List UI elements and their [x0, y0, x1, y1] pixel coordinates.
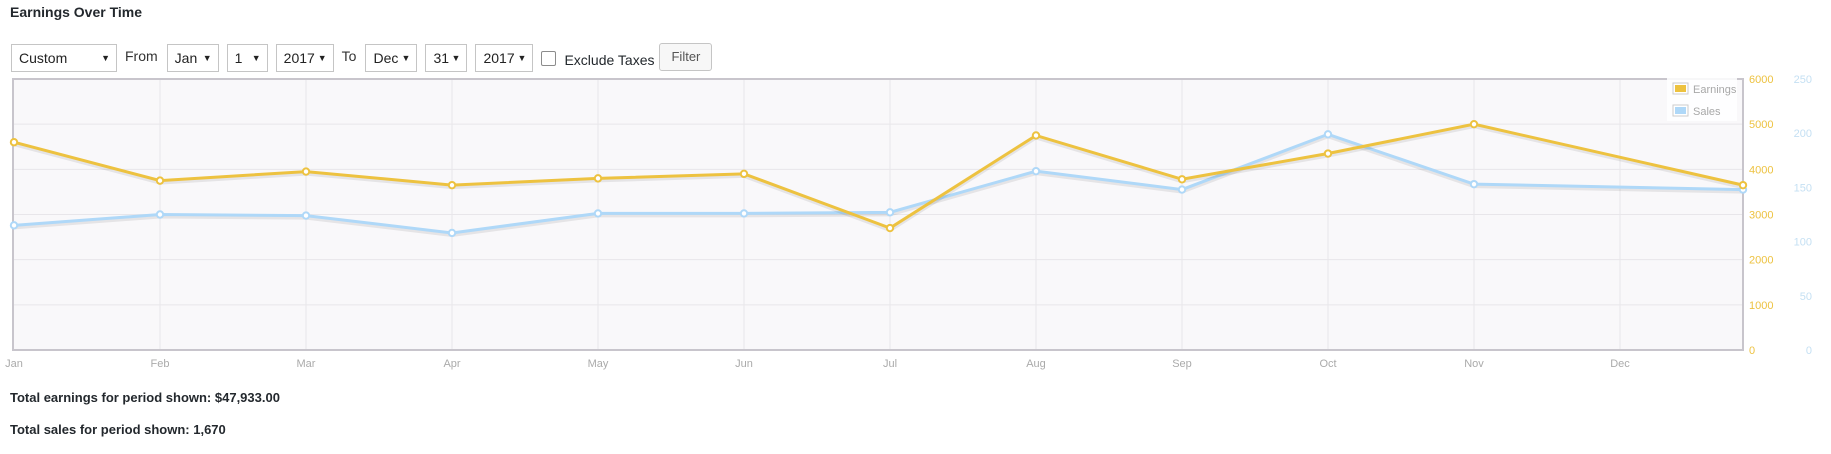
legend-swatch-earnings	[1675, 85, 1686, 92]
chevron-down-icon: ▼	[202, 53, 212, 63]
series-line-sales	[13, 132, 1744, 235]
from-year-value: 2017	[283, 50, 315, 66]
data-point-sales[interactable]	[1323, 130, 1333, 139]
chevron-down-icon: ▼	[517, 53, 527, 63]
data-point-earnings[interactable]	[9, 138, 19, 147]
chevron-down-icon: ▼	[451, 53, 461, 63]
series-line-earnings	[13, 122, 1744, 230]
chevron-down-icon: ▼	[317, 53, 327, 63]
page-title: Earnings Over Time	[10, 4, 143, 20]
y-axis-right-tick-label: 200	[1794, 128, 1812, 140]
range-select-value: Custom	[19, 50, 68, 66]
chevron-down-icon: ▼	[101, 53, 110, 63]
data-point-earnings[interactable]	[1031, 131, 1041, 140]
data-point-sales[interactable]	[593, 209, 603, 218]
data-point-sales[interactable]	[301, 211, 311, 220]
exclude-taxes-label: Exclude Taxes	[564, 51, 655, 68]
y-axis-right-tick-label: 100	[1794, 237, 1812, 249]
total-sales-text: Total sales for period shown: 1,670	[10, 422, 226, 437]
date-filter-bar: Custom ▼ From Jan ▼ 1 ▼ 2017 ▼ To Dec ▼ …	[11, 42, 713, 72]
data-point-earnings[interactable]	[1177, 175, 1187, 184]
x-axis-tick-label: Sep	[1172, 358, 1192, 370]
to-day-value: 31	[433, 50, 450, 66]
y-axis-left-tick-label: 5000	[1749, 119, 1773, 131]
data-point-earnings[interactable]	[301, 167, 311, 176]
y-axis-left-tick-label: 0	[1749, 345, 1755, 357]
data-point-earnings[interactable]	[739, 169, 749, 179]
exclude-taxes-checkbox[interactable]	[541, 50, 557, 66]
y-axis-left-tick-label: 6000	[1749, 74, 1773, 86]
legend-label-sales: Sales	[1693, 106, 1721, 118]
from-year-select[interactable]: 2017 ▼	[275, 44, 334, 72]
y-axis-left-tick-label: 4000	[1749, 164, 1773, 176]
series-line-shadow	[13, 124, 1744, 233]
to-month-value: Dec	[373, 50, 399, 66]
series-line-shadow	[13, 134, 1744, 237]
filter-button[interactable]: Filter	[659, 42, 713, 71]
to-year-select[interactable]: 2017 ▼	[475, 44, 534, 72]
y-axis-right-tick-label: 0	[1806, 345, 1812, 357]
from-label: From	[125, 47, 158, 64]
data-point-sales[interactable]	[447, 228, 457, 238]
to-month-select[interactable]: Dec ▼	[365, 44, 418, 72]
legend-label-earnings: Earnings	[1693, 84, 1737, 96]
to-day-select[interactable]: 31 ▼	[425, 44, 468, 72]
data-point-earnings[interactable]	[155, 176, 165, 185]
data-point-earnings[interactable]	[593, 174, 603, 183]
from-month-value: Jan	[174, 50, 198, 66]
data-point-earnings[interactable]	[447, 180, 457, 190]
x-axis-tick-label: Dec	[1610, 358, 1630, 370]
earnings-chart: 0 1000 2000 3000 4000 5000 6000 0 50 100 150 200 250…	[5, 74, 1812, 370]
y-axis-right-tick-label: 50	[1800, 291, 1812, 303]
chevron-down-icon: ▼	[401, 53, 411, 63]
data-point-earnings[interactable]	[1469, 119, 1479, 129]
y-axis-left-tick-label: 2000	[1749, 255, 1773, 267]
to-label: To	[341, 47, 357, 64]
plot-border	[12, 78, 1744, 351]
data-point-sales[interactable]	[739, 209, 749, 218]
data-point-earnings[interactable]	[885, 223, 895, 233]
x-axis-tick-label: Jun	[735, 358, 753, 370]
y-axis-right-tick-label: 150	[1794, 182, 1812, 194]
x-axis-tick-label: May	[588, 358, 609, 370]
data-point-sales[interactable]	[1031, 166, 1041, 176]
x-axis-tick-label: Oct	[1319, 358, 1336, 370]
y-axis-left-tick-label: 3000	[1749, 210, 1773, 222]
x-axis-tick-label: Aug	[1026, 358, 1046, 370]
data-point-earnings[interactable]	[1323, 149, 1333, 158]
data-point-sales[interactable]	[885, 208, 895, 217]
x-axis-tick-label: Nov	[1464, 358, 1484, 370]
data-point-sales[interactable]	[155, 210, 165, 219]
x-axis-tick-label: Feb	[151, 358, 170, 370]
from-month-select[interactable]: Jan ▼	[166, 44, 219, 72]
x-axis-tick-label: Apr	[443, 358, 460, 370]
x-axis-tick-label: Jan	[5, 358, 23, 370]
y-axis-left-tick-label: 1000	[1749, 300, 1773, 312]
data-point-sales[interactable]	[1469, 179, 1479, 189]
total-earnings-text: Total earnings for period shown: $47,933…	[10, 390, 280, 405]
from-day-select[interactable]: 1 ▼	[226, 44, 268, 72]
chevron-down-icon: ▼	[251, 53, 261, 63]
from-day-value: 1	[234, 50, 243, 66]
legend-swatch-sales	[1675, 107, 1686, 114]
data-point-sales[interactable]	[9, 221, 19, 230]
x-axis-tick-label: Jul	[883, 358, 897, 370]
to-year-value: 2017	[483, 50, 515, 66]
y-axis-right-tick-label: 250	[1794, 74, 1812, 86]
range-select[interactable]: Custom ▼	[11, 44, 117, 72]
data-point-earnings[interactable]	[1738, 180, 1748, 190]
x-axis-tick-label: Mar	[297, 358, 316, 370]
data-point-sales[interactable]	[1177, 185, 1187, 194]
